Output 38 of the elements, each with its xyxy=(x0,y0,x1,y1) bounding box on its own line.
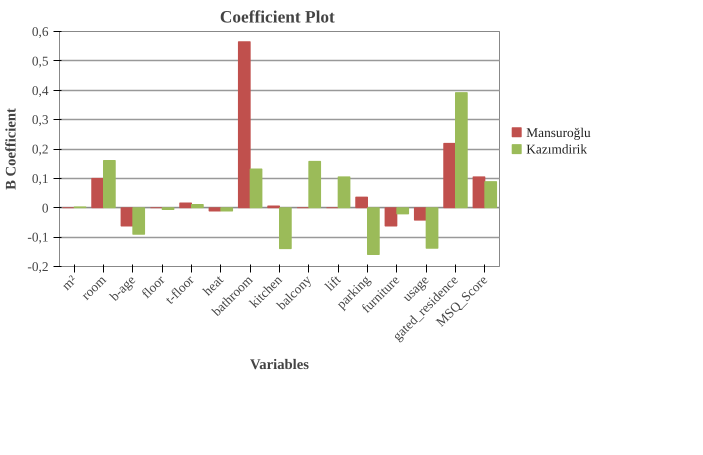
y-tick-label: 0,6 xyxy=(32,24,49,39)
bar xyxy=(238,41,251,208)
legend-label: Mansuroğlu xyxy=(526,124,592,140)
bar xyxy=(484,181,498,208)
bar xyxy=(279,207,292,250)
bar xyxy=(426,207,438,249)
bar xyxy=(472,176,486,208)
y-tick-label: 0,3 xyxy=(32,112,49,128)
x-axis-title: Variables xyxy=(250,356,310,373)
legend-label: Kazımdirik xyxy=(526,142,588,157)
bar xyxy=(367,207,380,255)
bar xyxy=(308,160,322,208)
y-tick-label: 0 xyxy=(42,200,49,216)
bar xyxy=(384,207,398,226)
bar xyxy=(191,204,204,208)
bar xyxy=(103,160,116,208)
y-tick-label: -0,2 xyxy=(27,259,49,274)
bar xyxy=(443,142,456,208)
y-axis-title: B Coefficient xyxy=(3,108,20,190)
y-tick-label: -0,1 xyxy=(27,230,49,245)
bar xyxy=(179,202,192,208)
bar xyxy=(455,92,468,208)
x-tick-label: floor xyxy=(138,272,168,302)
y-tick-label: 0,4 xyxy=(32,82,49,98)
bar xyxy=(220,207,234,212)
y-tick-label: 0,2 xyxy=(32,142,49,156)
bar xyxy=(132,207,146,235)
chart-title: Coefficient Plot xyxy=(220,8,336,26)
bar xyxy=(338,176,350,208)
x-tick-label: m² xyxy=(58,272,80,293)
bar xyxy=(250,168,262,208)
bar xyxy=(91,178,104,208)
y-tick-label: 0,1 xyxy=(32,170,49,186)
y-tick-label: 0,5 xyxy=(32,53,49,68)
bar xyxy=(208,207,222,212)
bar xyxy=(396,207,410,214)
bar xyxy=(355,196,368,208)
bar xyxy=(120,207,134,226)
